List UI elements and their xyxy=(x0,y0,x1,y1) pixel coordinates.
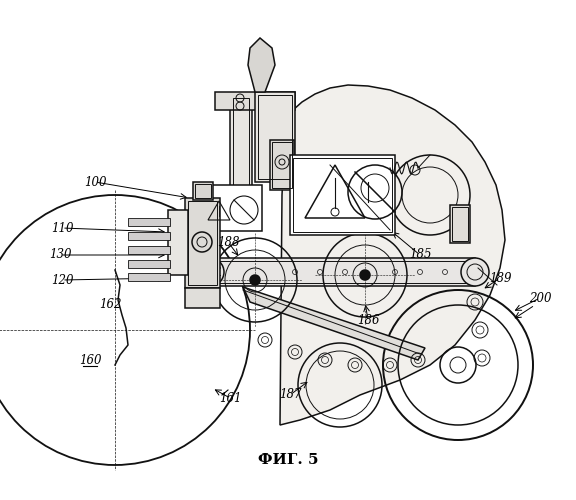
Text: 120: 120 xyxy=(51,274,73,286)
Bar xyxy=(255,92,295,182)
Bar xyxy=(185,198,220,288)
Text: 187: 187 xyxy=(279,388,301,402)
Bar xyxy=(215,92,295,110)
Bar xyxy=(168,210,188,275)
Text: 188: 188 xyxy=(217,236,239,248)
Text: ФИГ. 5: ФИГ. 5 xyxy=(257,453,319,467)
Text: 160: 160 xyxy=(79,354,101,366)
Circle shape xyxy=(196,258,224,286)
Bar xyxy=(185,288,220,308)
Bar xyxy=(195,184,211,198)
Bar xyxy=(293,158,392,232)
Bar xyxy=(230,95,252,215)
Bar xyxy=(290,155,395,235)
Bar xyxy=(128,273,170,281)
Text: 130: 130 xyxy=(49,248,71,262)
Bar xyxy=(128,260,170,268)
Bar xyxy=(270,140,294,190)
Circle shape xyxy=(250,275,260,285)
Text: 186: 186 xyxy=(357,314,379,326)
Bar xyxy=(450,205,470,243)
Bar xyxy=(128,232,170,240)
Circle shape xyxy=(360,270,370,280)
Bar xyxy=(452,207,468,241)
Polygon shape xyxy=(280,85,505,425)
Bar xyxy=(272,142,292,188)
Circle shape xyxy=(461,258,489,286)
Bar xyxy=(128,218,170,226)
Text: 110: 110 xyxy=(51,222,73,234)
Bar xyxy=(128,246,170,254)
Bar xyxy=(213,261,472,283)
Bar xyxy=(210,258,475,286)
Text: 189: 189 xyxy=(489,272,511,284)
Text: 100: 100 xyxy=(84,176,106,188)
Bar xyxy=(188,201,217,285)
Text: 185: 185 xyxy=(409,248,431,262)
Bar xyxy=(233,98,249,212)
Text: 200: 200 xyxy=(529,292,551,304)
Text: 161: 161 xyxy=(219,392,241,404)
Bar xyxy=(258,95,292,179)
Polygon shape xyxy=(243,287,425,360)
Bar xyxy=(200,185,262,231)
Text: 162: 162 xyxy=(98,298,122,312)
Bar xyxy=(193,182,213,200)
Polygon shape xyxy=(248,38,275,92)
